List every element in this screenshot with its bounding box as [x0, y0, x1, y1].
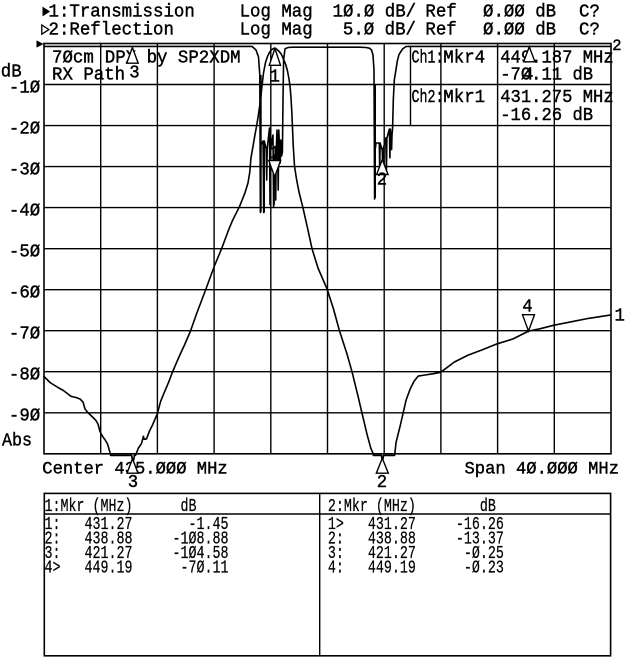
- svg-text:7Øcm: 7Øcm: [52, 46, 94, 68]
- svg-text:1:Transmission: 1:Transmission: [49, 1, 195, 23]
- svg-text:-3Ø: -3Ø: [9, 158, 40, 180]
- svg-text:1: 1: [615, 305, 625, 327]
- svg-text:Mkr4: Mkr4: [443, 46, 485, 68]
- svg-text:-8Ø: -8Ø: [9, 364, 40, 386]
- svg-text:3: 3: [128, 471, 138, 493]
- svg-text:C?: C?: [579, 1, 600, 23]
- svg-text:2: 2: [377, 471, 387, 493]
- svg-text:Ø.ØØ dB: Ø.ØØ dB: [483, 19, 556, 41]
- svg-text:-1Ø: -1Ø: [9, 76, 40, 98]
- svg-text:2: 2: [612, 37, 621, 55]
- svg-text:-9Ø: -9Ø: [9, 405, 40, 427]
- svg-text:Mkr1: Mkr1: [443, 86, 485, 108]
- svg-text:2:Mkr (MHz) dB: 2:Mkr (MHz) dB: [328, 497, 496, 517]
- svg-text:Log Mag: Log Mag: [240, 19, 313, 41]
- svg-text:431.275 MHz: 431.275 MHz: [500, 86, 614, 108]
- svg-text:3: 3: [129, 62, 139, 84]
- svg-text:1: 431.27 -1.45: 1: 431.27 -1.45: [45, 515, 229, 535]
- svg-text:Log Mag: Log Mag: [240, 1, 313, 23]
- svg-text:Ø.ØØ dB: Ø.ØØ dB: [483, 1, 556, 23]
- svg-text:Ref: Ref: [425, 1, 456, 23]
- svg-text:3: 421.27 -Ø.25: 3: 421.27 -Ø.25: [328, 544, 504, 564]
- svg-text:4: 4: [522, 296, 532, 318]
- svg-text:3: 421.27 -1Ø4.58: 3: 421.27 -1Ø4.58: [45, 544, 229, 564]
- svg-text:Ch1:: Ch1:: [412, 46, 444, 68]
- svg-text:1Ø.Ø dB/: 1Ø.Ø dB/: [333, 1, 417, 23]
- svg-text:Span 4Ø.ØØØ MHz: Span 4Ø.ØØØ MHz: [465, 460, 620, 480]
- svg-text:4: 4: [523, 63, 533, 85]
- svg-text:-6Ø: -6Ø: [9, 282, 40, 304]
- svg-text:2: 438.88 -13.37: 2: 438.88 -13.37: [328, 530, 504, 550]
- svg-text:1> 431.27 -16.26: 1> 431.27 -16.26: [328, 515, 504, 535]
- svg-text:4> 449.19 -7Ø.11: 4> 449.19 -7Ø.11: [45, 559, 229, 579]
- svg-text:2: 438.88 -1Ø8.88: 2: 438.88 -1Ø8.88: [45, 530, 229, 550]
- svg-text:DPX by SP2XDM: DPX by SP2XDM: [105, 46, 241, 68]
- svg-text:2:Reflection: 2:Reflection: [49, 19, 174, 41]
- svg-text:Ref: Ref: [425, 19, 456, 41]
- svg-text:-16.26 dB: -16.26 dB: [500, 104, 593, 126]
- svg-text:-2Ø: -2Ø: [9, 117, 40, 139]
- svg-text:5.Ø dB/: 5.Ø dB/: [343, 19, 416, 41]
- svg-text:2: 2: [377, 169, 387, 191]
- svg-text:-5Ø: -5Ø: [9, 240, 40, 262]
- svg-text:dB: dB: [1, 60, 22, 82]
- svg-text:1: 1: [270, 142, 280, 164]
- svg-text:RX Path: RX Path: [52, 64, 125, 86]
- svg-text:1: 1: [270, 66, 280, 88]
- svg-text:-7Ø: -7Ø: [9, 323, 40, 345]
- svg-text:1:Mkr (MHz) dB: 1:Mkr (MHz) dB: [45, 497, 197, 517]
- svg-text:4: 449.19 -Ø.23: 4: 449.19 -Ø.23: [328, 559, 504, 579]
- svg-text:C?: C?: [579, 19, 600, 41]
- svg-text:Abs: Abs: [2, 429, 32, 451]
- svg-text:Ch2:: Ch2:: [412, 86, 444, 108]
- svg-text:-4Ø: -4Ø: [9, 199, 40, 221]
- svg-text:-7Ø.11 dB: -7Ø.11 dB: [500, 64, 593, 86]
